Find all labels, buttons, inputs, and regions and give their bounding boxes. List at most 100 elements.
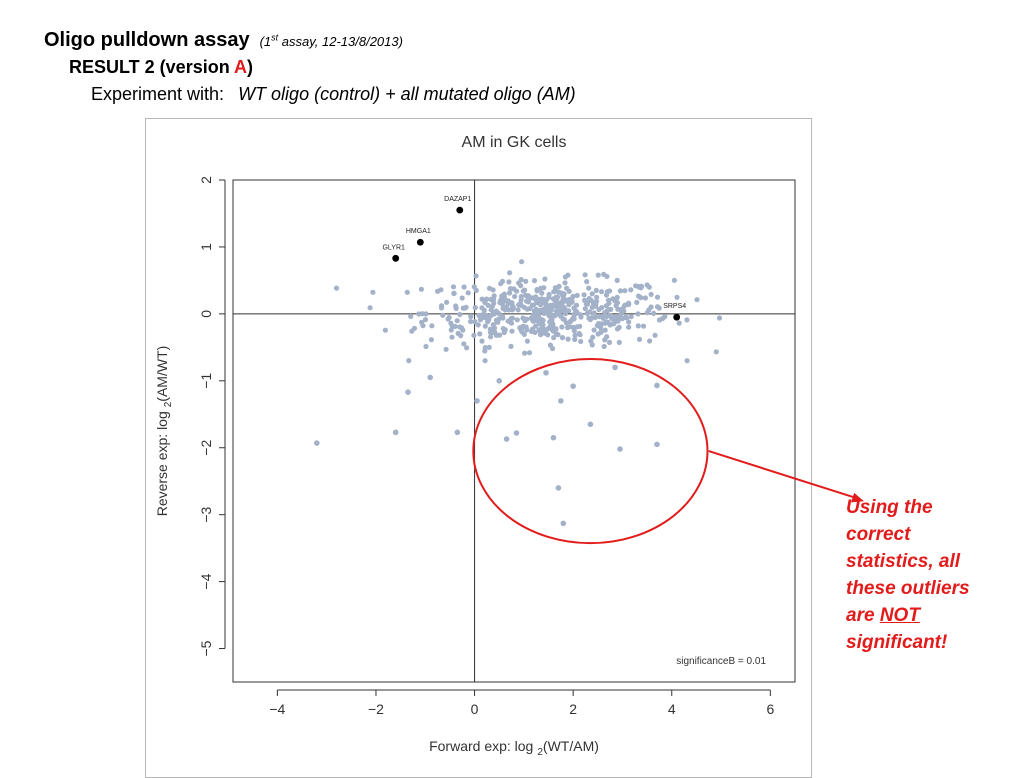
data-point [519, 259, 525, 265]
data-point [622, 288, 628, 294]
data-point [582, 298, 589, 304]
data-point [524, 298, 530, 304]
data-point [591, 310, 597, 316]
annotation-arrow [708, 450, 855, 499]
data-point [541, 330, 548, 336]
data-point [457, 311, 463, 318]
data-point [572, 336, 578, 343]
data-point [526, 350, 533, 356]
highlight-label: HMGA1 [406, 228, 431, 235]
data-point [574, 292, 580, 298]
outlier-point [454, 429, 461, 436]
data-point [423, 343, 429, 350]
data-point [635, 311, 641, 317]
data-point [564, 285, 570, 291]
data-point [570, 316, 576, 322]
data-point [468, 318, 474, 325]
data-point [638, 285, 644, 291]
data-point [628, 314, 634, 320]
experiment-text: WT oligo (control) + all mutated oligo (… [238, 84, 576, 104]
assay-sup: st [271, 32, 279, 43]
data-point [418, 286, 424, 292]
data-point [471, 332, 477, 338]
data-point [599, 289, 605, 295]
annotation-line-5-prefix: are [846, 605, 880, 626]
outlier-point [513, 430, 520, 436]
data-point [507, 270, 513, 276]
data-point [626, 301, 632, 308]
outlier-point [314, 440, 320, 446]
x-tick-label: −2 [368, 701, 384, 717]
data-point [586, 315, 592, 321]
x-axis: −4 −2 0 2 4 6 [269, 689, 774, 717]
data-point [590, 299, 596, 306]
data-point [590, 334, 596, 340]
data-point [530, 327, 536, 333]
data-point [545, 303, 551, 309]
data-point [493, 332, 500, 338]
data-point [671, 277, 678, 283]
data-point [582, 272, 588, 278]
data-point [548, 313, 554, 319]
data-point [453, 303, 459, 309]
data-point [468, 313, 474, 320]
data-point [539, 290, 545, 296]
x-tick-label: 2 [569, 701, 577, 717]
chart-title: AM in GK cells [462, 134, 567, 151]
data-point [454, 318, 460, 324]
data-point [676, 320, 682, 326]
outlier-point [496, 378, 503, 384]
highlight-point [416, 238, 424, 246]
y-axis: 2 1 0 −1 −2 −3 −4 −5 [198, 176, 226, 657]
data-point [444, 299, 450, 305]
result-version: A [234, 57, 248, 77]
data-point [556, 283, 562, 289]
data-point [476, 312, 482, 318]
data-point [488, 312, 494, 319]
data-point [573, 302, 580, 308]
annotation-not: NOT [879, 605, 920, 626]
data-point [531, 302, 537, 308]
data-point [582, 306, 588, 312]
data-point [522, 287, 528, 293]
data-point [559, 299, 565, 305]
data-point [509, 301, 515, 307]
data-point [526, 294, 532, 300]
data-point [589, 291, 595, 297]
data-point [595, 272, 601, 278]
data-point [486, 344, 492, 350]
data-point [538, 302, 544, 308]
data-points [333, 259, 723, 364]
data-point [609, 315, 615, 321]
outlier-point [654, 382, 660, 389]
highlighted-points: DAZAP1 HMGA1 GLYR1 SRPS4 [382, 196, 686, 321]
data-point [518, 327, 524, 333]
data-point [606, 307, 613, 313]
data-point [515, 307, 521, 313]
data-point [518, 277, 524, 283]
data-point [370, 289, 376, 295]
title-main: Oligo pulldown assay [44, 29, 250, 51]
data-point [603, 303, 609, 309]
data-point [636, 293, 642, 299]
outlier-points [314, 364, 660, 527]
data-point [716, 315, 723, 321]
data-point [542, 306, 548, 312]
data-point [576, 330, 582, 337]
data-point [333, 285, 340, 291]
data-point [438, 287, 444, 293]
data-point [616, 314, 622, 320]
data-point [577, 323, 583, 329]
data-point [477, 331, 483, 337]
data-point [559, 335, 566, 341]
data-point [628, 287, 634, 293]
data-point [500, 299, 506, 305]
x-label-main: Forward exp: log [429, 738, 533, 754]
data-point [684, 317, 690, 323]
y-tick-label: −4 [198, 573, 214, 589]
data-point [555, 289, 562, 295]
data-point [546, 291, 552, 298]
data-point [547, 319, 553, 325]
outlier-point [543, 369, 549, 376]
data-point [602, 337, 608, 343]
